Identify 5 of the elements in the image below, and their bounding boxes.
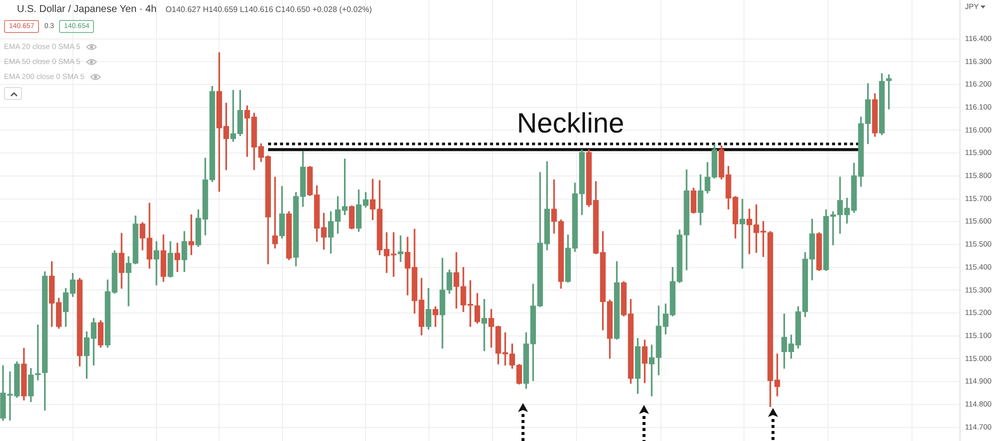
candlestick [154,241,160,286]
series-label: Neckline [516,108,624,139]
text: O140.627 H140.659 L140.616 C140.650 +0.028 (+0.02%) [166,5,372,14]
candlestick [272,176,278,248]
chart-title: U.S. Dollar / Japanese Yen · 4h [17,4,157,15]
